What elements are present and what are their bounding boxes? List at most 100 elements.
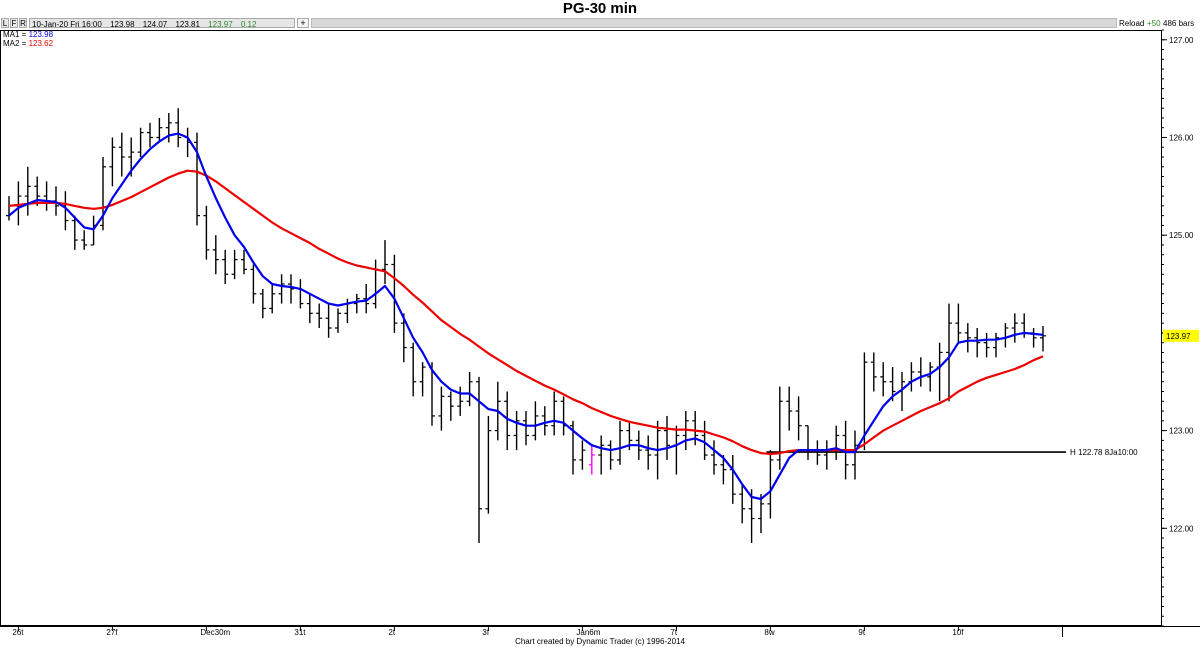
price-bar [353,293,360,314]
quote-open: 123.98 [110,20,135,29]
price-bar [466,371,473,407]
price-bar [560,396,567,436]
price-bar [541,406,548,436]
price-bar [109,137,116,187]
price-bar [795,396,802,441]
price-bar [297,279,304,309]
x-tick-label: 7t [670,628,677,637]
price-bar [316,303,323,328]
price-bar [203,205,210,260]
price-bar [523,411,529,446]
price-bar [908,362,915,392]
price-bar [231,249,238,280]
price-bar [250,264,257,304]
price-bar [6,196,12,221]
reload-button[interactable]: Reload [1119,19,1145,28]
y-tick-label: 125.00 [1169,231,1194,240]
price-bar [870,352,877,392]
quote-high: 124.07 [142,20,168,29]
price-bar [476,376,482,543]
price-bar [579,440,586,470]
price-bar [372,259,379,309]
price-bar [1002,323,1009,348]
price-bar [833,425,840,460]
price-bar [776,386,783,470]
ma2-value: 123.62 [28,39,54,48]
price-bar [617,420,623,465]
price-bar [147,122,153,148]
r-button[interactable]: R [19,18,27,28]
price-bar [1011,313,1018,343]
price-bar [81,230,88,250]
x-tick-label: Jan6m [576,628,600,637]
credit-text: Chart created by Dynamic Trader (c) 1996… [515,637,685,646]
price-bar [137,127,144,158]
price-bar [269,284,276,314]
price-bar [222,249,229,285]
x-axis: 26t 27f Dec30m 31t 2t 3f Jan6m 7t 8w 9t 10f [12,626,964,637]
f-button[interactable]: F [10,18,18,28]
x-tick-label: 26t [12,628,24,637]
plus-bars-button[interactable]: +50 [1147,19,1161,28]
ma2-legend-row: MA2 = 123.62 [3,39,53,48]
price-bar [288,274,294,304]
ma-legend: MA1 = 123.98 MA2 = 123.62 [3,30,53,48]
ma1-value: 123.98 [28,30,54,39]
toolbar-strip [311,18,1117,28]
price-bar [729,455,736,504]
price-bar [927,362,934,392]
y-tick-label: 122.00 [1169,524,1194,533]
price-bar [118,132,125,177]
price-bar [400,313,407,363]
x-tick-label: 10f [952,628,964,637]
price-bar [278,274,285,304]
price-bar [447,391,454,421]
price-bar [15,181,22,226]
price-bar [936,342,943,402]
chart-title: PG-30 min [562,0,638,17]
price-bar [748,489,755,543]
price-bar [363,284,370,314]
quote-datetime: 10-Jan-20 Fri 16:00 [32,20,102,29]
ma2-line [8,169,1044,456]
price-bar [457,386,464,416]
ma2-label: MA2 = [3,39,27,48]
quote-change: 0.12 [240,20,257,29]
x-tick-label: 2t [388,628,395,637]
price-bar [852,430,858,480]
l-button[interactable]: L [1,18,9,28]
last-price-marker: 123.97 [1163,329,1199,342]
price-bar [259,288,266,319]
price-bar [410,342,417,397]
price-bar [419,362,426,397]
horizontal-line-label: H 122.78 8Ja10:00 [1070,448,1138,457]
y-tick-label: 127.00 [1169,36,1194,45]
price-bar [955,303,962,343]
last-price-box [1163,329,1199,342]
price-bar [767,450,774,519]
price-bars [6,108,1046,543]
horizontal-line[interactable]: H 122.78 8Ja10:00 [766,448,1138,457]
y-tick-label: 123.00 [1169,427,1194,436]
price-bar [588,445,595,475]
price-bar [551,391,558,436]
price-bar [758,494,764,534]
price-bar [438,386,445,431]
add-button[interactable]: + [297,18,309,28]
price-bar [71,215,78,250]
x-tick-label: 9t [858,628,865,637]
x-tick-label: 3f [482,628,489,637]
price-bar [165,113,172,143]
price-bar [382,240,388,285]
price-bar [607,440,614,470]
price-bar [325,303,332,338]
price-bar [880,362,887,397]
ma1-label: MA1 = [3,30,27,39]
price-bar [645,435,652,470]
price-bar [598,435,605,475]
price-bar [513,411,520,451]
x-tick-label: 27f [106,628,118,637]
price-bar [156,117,163,143]
